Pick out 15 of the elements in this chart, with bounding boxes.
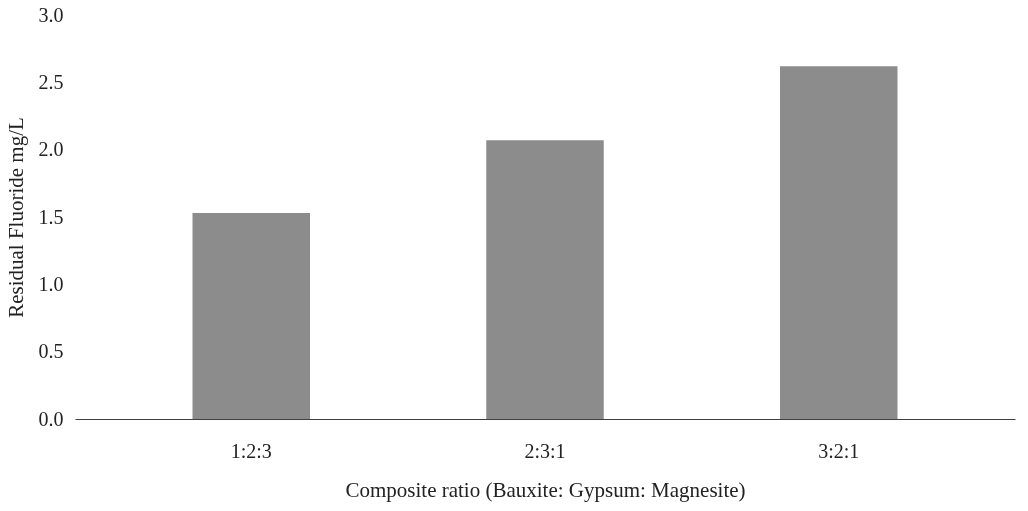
- bar: [780, 66, 898, 419]
- y-tick-label: 1.0: [38, 272, 64, 295]
- x-tick-label: 2:3:1: [524, 439, 566, 462]
- bar: [486, 140, 604, 419]
- bar: [192, 212, 310, 419]
- y-tick-label: 2.5: [38, 70, 64, 93]
- x-tick-label: 1:2:3: [230, 439, 272, 462]
- y-tick-label: 0.5: [38, 340, 64, 363]
- y-tick-label: 1.5: [38, 205, 64, 228]
- y-tick-label: 3.0: [38, 3, 64, 26]
- x-axis-title: Composite ratio (Bauxite: Gypsum: Magnesite): [345, 477, 746, 502]
- x-tick-label: 3:2:1: [818, 439, 860, 462]
- y-axis-title: Residual Fluoride mg/L: [3, 117, 28, 318]
- y-tick-label: 2.0: [38, 138, 64, 161]
- y-tick-label: 0.0: [38, 407, 64, 430]
